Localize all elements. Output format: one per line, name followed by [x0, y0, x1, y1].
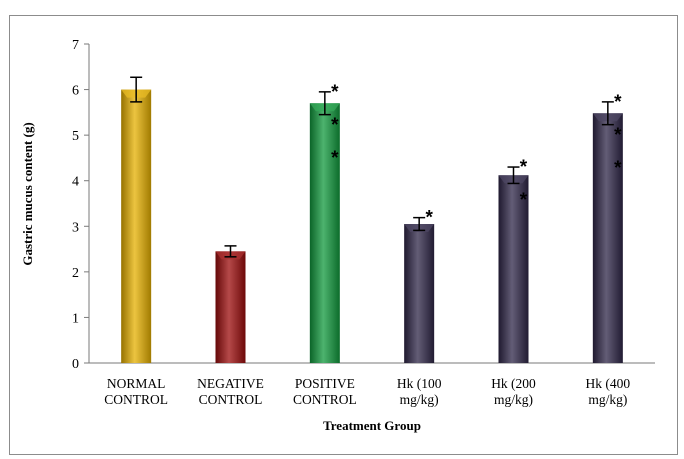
- bar: [215, 251, 246, 363]
- bar: [498, 175, 529, 363]
- x-axis-title: Treatment Group: [323, 418, 421, 433]
- x-tick-label: mg/kg): [494, 392, 533, 407]
- error-bar: [601, 101, 614, 126]
- x-tick-label: CONTROL: [104, 392, 168, 407]
- error-bar: [224, 245, 237, 258]
- chart-frame: [9, 15, 678, 455]
- y-tick-label: 7: [72, 38, 79, 53]
- significance-star: *: [331, 148, 339, 169]
- error-bar: [507, 166, 520, 185]
- y-tick-label: 4: [72, 175, 79, 190]
- error-bar: [413, 216, 426, 232]
- x-tick-label: POSITIVE: [295, 376, 355, 391]
- y-tick-label: 5: [72, 129, 79, 144]
- x-tick-labels: NORMALCONTROLNEGATIVECONTROLPOSITIVECONT…: [104, 376, 630, 407]
- bar: [121, 89, 152, 364]
- significance-star: *: [331, 115, 339, 136]
- error-bar: [130, 76, 143, 103]
- bar: [592, 113, 623, 363]
- bar: [309, 103, 340, 363]
- x-tick-label: NEGATIVE: [197, 376, 264, 391]
- x-tick-label: Hk (400: [586, 376, 631, 391]
- significance-markers: * * * * * * * * *: [331, 82, 622, 229]
- y-tick-label: 2: [72, 266, 79, 281]
- y-ticks: 0 1 2 3 4 5 6 7: [72, 38, 89, 372]
- x-tick-label: mg/kg): [588, 392, 627, 407]
- y-tick-label: 1: [72, 311, 79, 326]
- x-tick-label: Hk (100: [397, 376, 442, 391]
- y-tick-label: 3: [72, 220, 79, 235]
- axes: [88, 44, 655, 364]
- significance-star: *: [520, 190, 528, 211]
- y-axis-title: Gastric mucus content (g): [20, 122, 35, 265]
- significance-star: *: [614, 158, 622, 179]
- x-tick-label: mg/kg): [400, 392, 439, 407]
- x-tick-label: NORMAL: [107, 376, 166, 391]
- x-tick-label: Hk (200: [491, 376, 536, 391]
- significance-star: *: [614, 92, 622, 113]
- error-bar: [318, 91, 331, 116]
- bar: [404, 224, 435, 363]
- significance-star: *: [331, 82, 339, 103]
- y-tick-label: 0: [72, 357, 79, 372]
- y-tick-label: 6: [72, 84, 79, 99]
- significance-star: *: [425, 208, 433, 229]
- significance-star: *: [614, 125, 622, 146]
- x-tick-label: CONTROL: [199, 392, 263, 407]
- significance-star: *: [520, 157, 528, 178]
- error-bars: [130, 76, 614, 258]
- bars: [121, 89, 623, 364]
- x-tick-label: CONTROL: [293, 392, 357, 407]
